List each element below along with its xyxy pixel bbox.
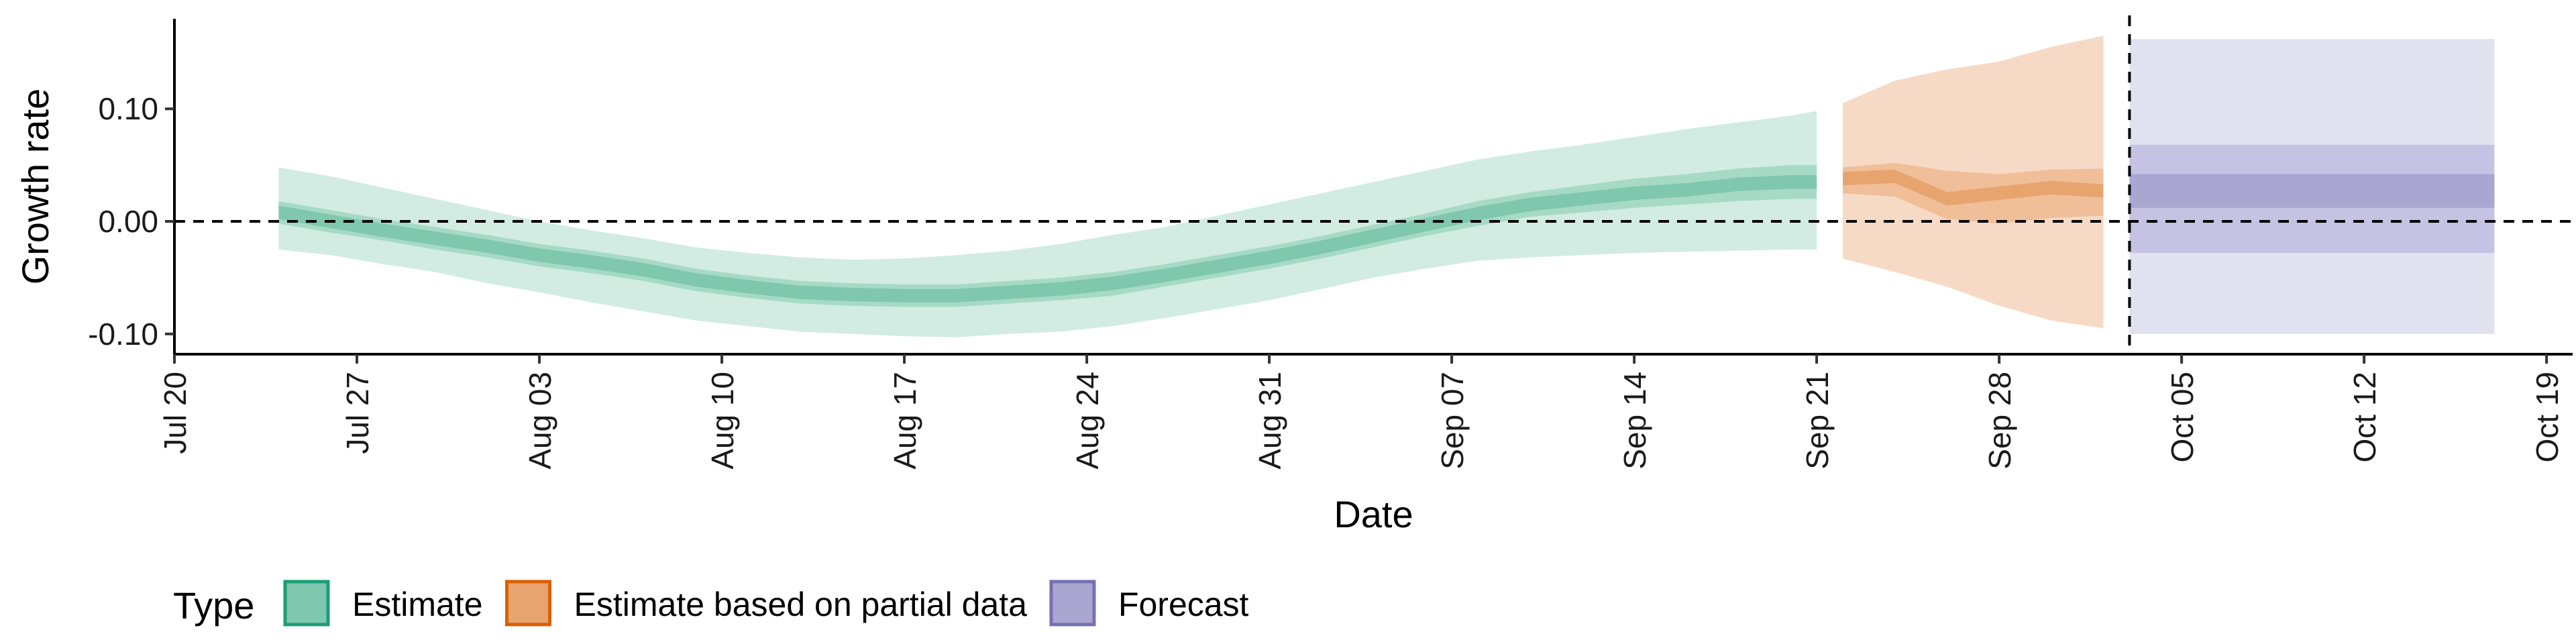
estimate-ci90-band (278, 111, 1817, 337)
x-tick-label: Oct 05 (2165, 372, 2200, 463)
y-tick-label: -0.10 (88, 317, 158, 352)
series-0 (278, 111, 1817, 337)
x-tick-label: Sep 07 (1435, 372, 1470, 470)
series-1 (1843, 36, 2104, 329)
y-tick-label: 0.00 (98, 204, 158, 239)
legend-swatch (283, 580, 330, 627)
y-tick-label: 0.10 (98, 91, 158, 126)
legend-swatch (1049, 580, 1096, 627)
x-tick-label: Aug 24 (1070, 372, 1105, 470)
y-axis-title: Growth rate (14, 89, 56, 285)
legend-label: Estimate (352, 586, 483, 623)
x-tick-label: Oct 19 (2530, 372, 2565, 463)
x-tick-label: Oct 12 (2347, 372, 2382, 463)
x-tick-label: Sep 28 (1982, 372, 2017, 470)
legend: Type Estimate Estimate based on partial d… (173, 580, 1249, 627)
legend-swatch (505, 580, 552, 627)
x-tick-label: Sep 14 (1617, 372, 1652, 470)
x-tick-label: Aug 31 (1252, 372, 1287, 470)
forecast-median-band (2129, 190, 2495, 204)
legend-label: Estimate based on partial data (574, 586, 1028, 623)
x-tick-label: Aug 03 (523, 372, 557, 470)
legend-label: Forecast (1118, 586, 1249, 623)
legend-title: Type (173, 584, 254, 627)
estimate-median-band (278, 175, 1817, 303)
x-tick-label: Aug 10 (705, 372, 740, 470)
x-tick-label: Aug 17 (888, 372, 922, 470)
x-tick-label: Jul 27 (340, 372, 375, 454)
reference-lines (174, 15, 2573, 354)
x-tick-label: Jul 20 (158, 372, 193, 454)
series-2 (2129, 39, 2495, 334)
x-axis-title: Date (1334, 493, 1413, 535)
x-tick-label: Sep 21 (1800, 372, 1835, 470)
estimate-based-on-partial-data-median-band (1843, 169, 2104, 206)
bands-layer (278, 36, 2495, 337)
